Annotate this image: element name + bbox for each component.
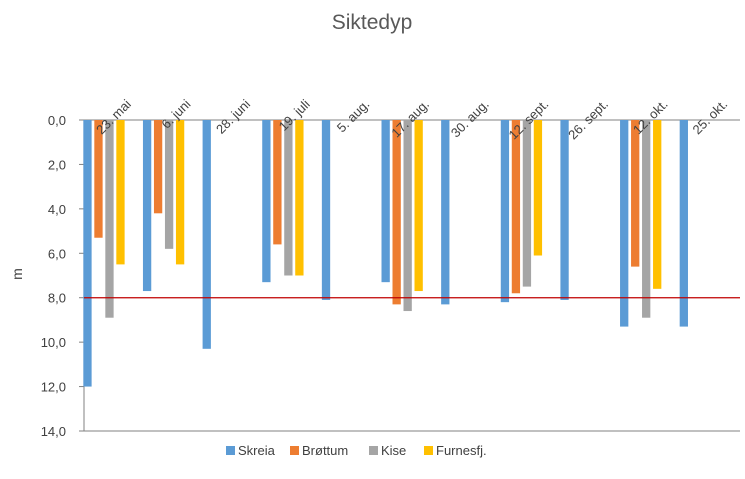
bar-skreia — [262, 120, 271, 283]
bar-skreia — [202, 120, 211, 349]
bar-brttum — [273, 120, 282, 245]
bar-furnesfj — [653, 120, 662, 289]
y-tick-label: 2,0 — [48, 157, 66, 172]
bar-skreia — [381, 120, 390, 283]
bar-skreia — [500, 120, 510, 303]
y-tick-label: 12,0 — [41, 380, 66, 395]
legend-label: Kise — [381, 443, 406, 458]
y-tick-label: 8,0 — [48, 291, 66, 306]
y-tick-label: 4,0 — [48, 202, 66, 217]
legend-swatch — [290, 446, 299, 455]
y-tick-label: 6,0 — [48, 246, 66, 261]
bar-furnesfj — [295, 120, 304, 276]
bar-kise — [105, 120, 114, 318]
bar-kise — [403, 120, 412, 312]
legend: Skreia Brøttum Kise Furnesfj. — [226, 443, 487, 458]
legend-swatch — [369, 446, 378, 455]
y-tick-label: 14,0 — [41, 424, 66, 439]
x-category-label: 28. juni — [213, 96, 253, 136]
bar-brttum — [153, 120, 163, 214]
legend-label: Brøttum — [302, 443, 348, 458]
x-category-label: 30. aug. — [448, 97, 492, 141]
legend-label: Skreia — [238, 443, 276, 458]
bar-skreia — [321, 120, 331, 300]
bar-brttum — [392, 120, 401, 305]
y-tick-label: 0,0 — [48, 113, 66, 128]
bar-skreia — [441, 120, 450, 305]
legend-swatch — [226, 446, 235, 455]
x-category-label: 5. aug. — [334, 97, 373, 136]
bar-skreia — [83, 120, 92, 387]
x-category-label: 26. sept. — [565, 97, 611, 143]
bar-skreia — [620, 120, 629, 327]
x-category-label: 25. okt. — [690, 97, 731, 138]
plot-area: 0,02,04,06,08,010,012,014,023. mai 6. jun… — [41, 96, 740, 439]
bar-skreia — [560, 120, 569, 300]
bar-brttum — [511, 120, 521, 294]
y-tick-label: 10,0 — [41, 335, 66, 350]
bar-kise — [164, 120, 174, 249]
legend-label: Furnesfj. — [436, 443, 487, 458]
bar-furnesfj — [116, 120, 125, 265]
legend-swatch — [424, 446, 433, 455]
bar-skreia — [679, 120, 688, 327]
bar-skreia — [142, 120, 152, 292]
bar-furnesfj — [414, 120, 423, 292]
y-axis-title: m — [9, 268, 25, 280]
bar-kise — [284, 120, 293, 276]
bar-kise — [642, 120, 651, 318]
bar-brttum — [94, 120, 103, 238]
bar-furnesfj — [175, 120, 185, 265]
x-category-label: 19. juli — [276, 96, 313, 133]
bar-kise — [522, 120, 532, 287]
bar-brttum — [631, 120, 640, 267]
chart-title: Siktedyp — [332, 11, 413, 34]
bar-furnesfj — [533, 120, 543, 256]
